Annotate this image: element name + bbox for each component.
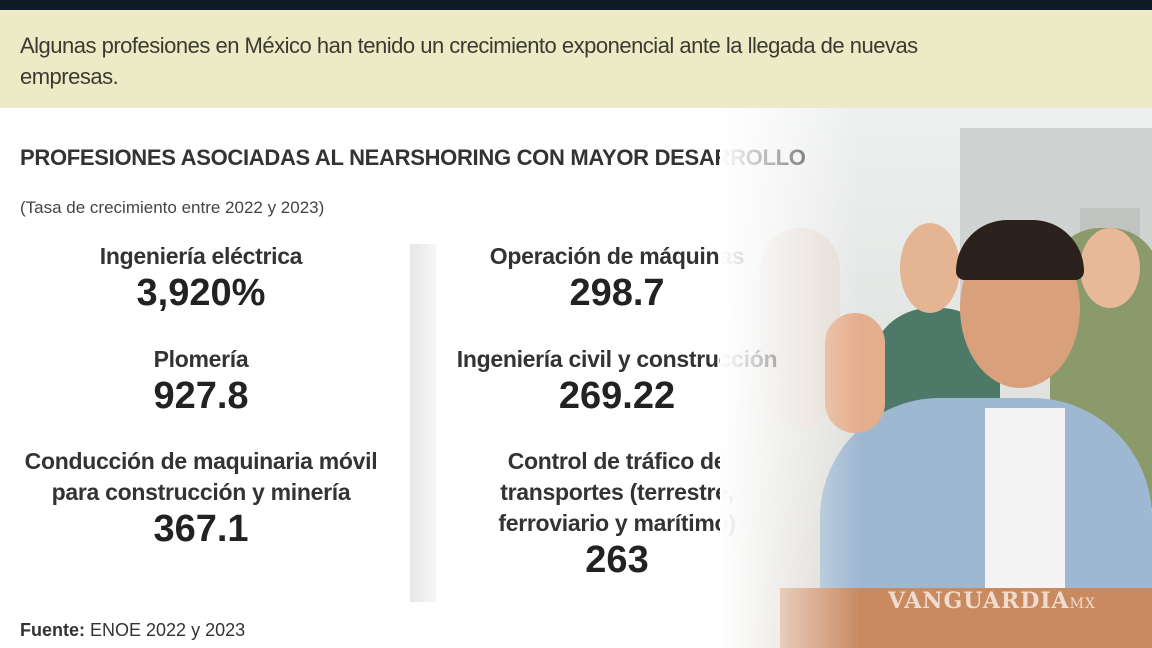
intro-text: Algunas profesiones en México han tenido… — [20, 33, 918, 89]
source-text: ENOE 2022 y 2023 — [90, 620, 246, 640]
stat-label: Conducción de maquinaria móvil para cons… — [24, 448, 378, 505]
students-photo — [720, 108, 1152, 648]
infographic-title: PROFESIONES ASOCIADAS AL NEARSHORING CON… — [20, 145, 806, 170]
stat-value: 298.7 — [569, 272, 665, 314]
stat-label: Control de tráfico de transportes (terre… — [498, 448, 736, 536]
source-label: Fuente: — [20, 620, 85, 640]
stat-label: Plomería — [153, 346, 249, 372]
stat-label: Operación de máquinas — [489, 243, 745, 269]
source-note: Fuente: ENOE 2022 y 2023 — [20, 620, 245, 641]
stat-value: 269.22 — [558, 375, 676, 417]
infographic-subtitle: (Tasa de crecimiento entre 2022 y 2023) — [20, 198, 325, 217]
stat-value: 367.1 — [153, 508, 249, 550]
stat-value: 263 — [585, 539, 649, 581]
stat-value: 927.8 — [153, 375, 249, 417]
stat-item: Conducción de maquinaria móvil para cons… — [21, 446, 381, 550]
stat-item: Ingeniería eléctrica 3,920% — [1, 241, 401, 314]
watermark-brand: VANGUARDIA — [888, 588, 1070, 614]
intro-band: Algunas profesiones en México han tenido… — [0, 10, 1152, 108]
stat-item: Operación de máquinas 298.7 — [417, 241, 817, 314]
watermark-suffix: MX — [1069, 596, 1096, 612]
stat-item: Plomería 927.8 — [1, 344, 401, 417]
stat-item: Control de tráfico de transportes (terre… — [467, 446, 767, 581]
top-bar — [0, 0, 1152, 10]
vanguardia-watermark: VANGUARDIAMX — [888, 588, 1096, 614]
stat-value: 3,920% — [136, 272, 266, 314]
stat-label: Ingeniería eléctrica — [99, 243, 303, 269]
column-divider — [410, 244, 436, 602]
